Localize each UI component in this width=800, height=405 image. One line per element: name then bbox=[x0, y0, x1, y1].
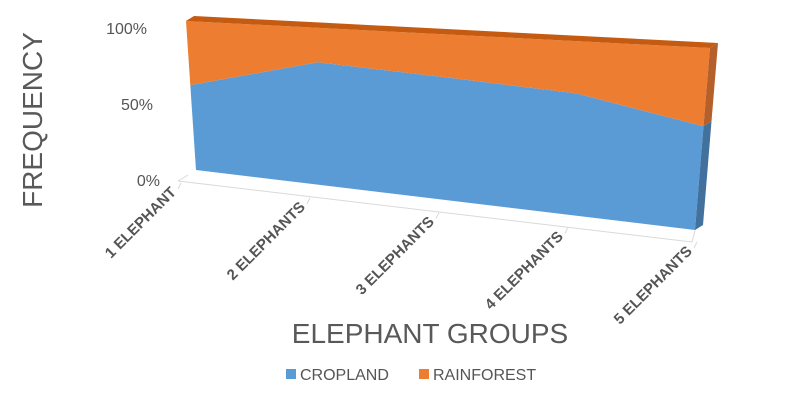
x-tick-label: 2 ELEPHANTS bbox=[224, 199, 309, 284]
legend-swatch-cropland bbox=[286, 369, 296, 379]
x-tick-label: 4 ELEPHANTS bbox=[482, 228, 567, 313]
y-tick-2: 100% bbox=[106, 21, 147, 38]
series-side-cropland bbox=[695, 121, 712, 230]
x-tick-mark bbox=[435, 212, 440, 219]
x-tick-label: 3 ELEPHANTS bbox=[353, 213, 438, 298]
y-tick-0: 0% bbox=[137, 173, 160, 190]
x-tick-mark bbox=[693, 241, 698, 249]
series-side-rainforest bbox=[703, 43, 718, 127]
x-tick-label: 1 ELEPHANT bbox=[102, 184, 180, 262]
x-axis-title: ELEPHANT GROUPS bbox=[292, 318, 568, 349]
x-tick-label: 5 ELEPHANTS bbox=[611, 243, 696, 328]
y-axis-title: FREQUENCY bbox=[17, 32, 48, 208]
legend: CROPLAND RAINFOREST bbox=[286, 367, 536, 384]
floor-corner bbox=[177, 174, 189, 182]
series-top-rainforest bbox=[186, 16, 718, 48]
x-tick-mark bbox=[306, 197, 311, 205]
plot-area bbox=[177, 16, 718, 249]
y-tick-1: 50% bbox=[121, 97, 153, 114]
legend-label-rainforest: RAINFOREST bbox=[433, 367, 536, 384]
x-tick-mark bbox=[177, 182, 182, 190]
series-area-rainforest bbox=[186, 21, 710, 127]
legend-label-cropland: CROPLAND bbox=[300, 367, 389, 384]
legend-swatch-rainforest bbox=[419, 369, 429, 379]
series-area-cropland bbox=[190, 62, 704, 230]
x-tick-mark bbox=[564, 227, 569, 234]
